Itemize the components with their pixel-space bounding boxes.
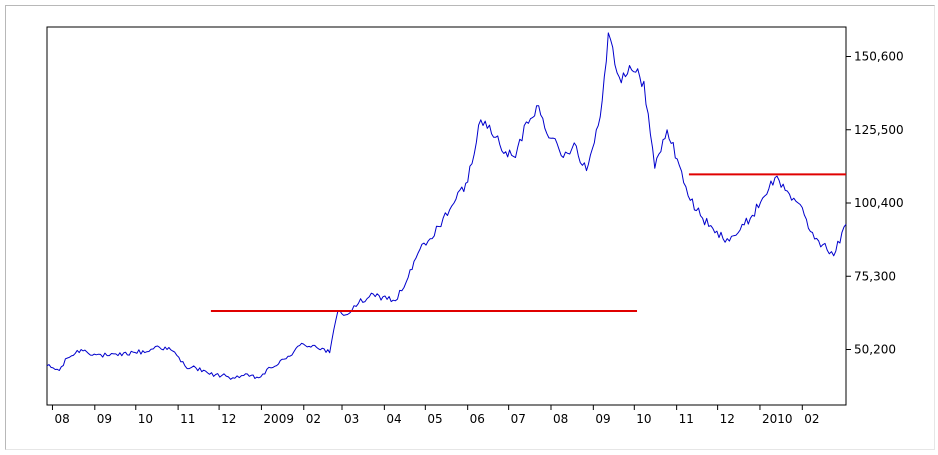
y-tick-label: 75,300 xyxy=(854,269,896,283)
y-axis: 150,600 125,500 100,400 75,300 50,200 xyxy=(846,50,904,357)
x-tick-label: 02 xyxy=(804,412,819,426)
y-tick-label: 125,500 xyxy=(854,123,904,137)
y-tick-label: 100,400 xyxy=(854,196,904,210)
series-line xyxy=(46,32,847,380)
y-tick-label: 150,600 xyxy=(854,50,904,64)
x-tick-label: 09 xyxy=(97,412,112,426)
x-tick-label: 05 xyxy=(427,412,442,426)
x-tick-label: 09 xyxy=(595,412,610,426)
x-tick-label: 2010 xyxy=(762,412,793,426)
x-tick-label: 03 xyxy=(344,412,359,426)
x-tick-label: 11 xyxy=(180,412,195,426)
x-tick-label: 11 xyxy=(679,412,694,426)
x-tick-label: 2009 xyxy=(263,412,294,426)
x-tick-label: 08 xyxy=(553,412,568,426)
x-tick-label: 04 xyxy=(386,412,401,426)
x-tick-label: 06 xyxy=(470,412,485,426)
x-tick-label: 12 xyxy=(720,412,735,426)
x-tick-label: 07 xyxy=(511,412,526,426)
series-layer xyxy=(46,32,847,380)
x-axis: 08 09 10 11 12 2009 02 03 04 05 06 07 08 09 10 11 12 2010… xyxy=(51,405,820,426)
reference-lines xyxy=(210,173,846,312)
plot-area xyxy=(46,26,847,406)
x-tick-label: 10 xyxy=(636,412,651,426)
x-tick-label: 10 xyxy=(138,412,153,426)
y-tick-label: 50,200 xyxy=(854,343,896,357)
x-tick-label: 08 xyxy=(54,412,69,426)
x-tick-label: 02 xyxy=(306,412,321,426)
x-tick-label: 12 xyxy=(221,412,236,426)
